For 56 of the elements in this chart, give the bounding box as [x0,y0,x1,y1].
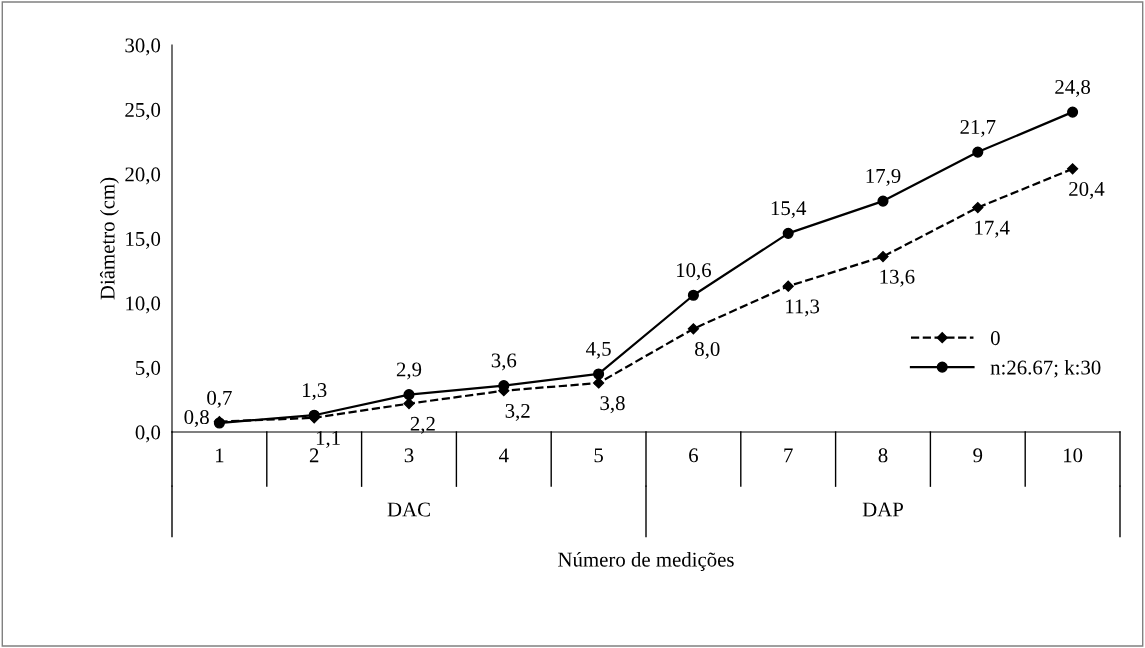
x-tick-label: 1 [216,448,224,463]
y-tick-label: 15,0 [126,231,161,249]
data-label: 10,6 [677,263,712,281]
point [782,227,794,239]
y-tick-label: 30,0 [125,38,161,56]
text: DAC [387,502,430,517]
text: DAP [862,502,903,517]
y-tick-label: 20,0 [125,167,161,185]
data-label: 3,2 [505,403,530,421]
point [782,280,794,292]
data-label: 2,9 [396,362,422,380]
y-tick-label: 25,0 [125,102,161,120]
point [687,323,700,335]
x-tick-label: 6 [689,448,698,463]
x-tick-label: 4 [499,448,509,463]
legend-label: n:26.67; k:30 [990,359,1101,378]
data-label: 2,2 [410,416,435,434]
data-label: 8,0 [695,341,720,359]
data-label: 24,8 [1055,79,1091,97]
data-label: 4,5 [585,341,611,359]
x-tick-label: 3 [404,448,414,463]
data-label: 3,6 [491,353,517,371]
data-label: 15,4 [771,201,807,219]
y-tick-label: 10,0 [126,296,161,314]
point [593,368,605,380]
data-label: 1,3 [303,383,327,401]
x-tick-label: 7 [784,448,793,463]
x-tick-label: 5 [594,448,603,463]
x-tick-label: 8 [878,448,888,463]
point [403,398,415,410]
y-tick-label: 0,0 [135,425,161,443]
legend-label: 0 [990,331,1000,346]
data-label: 3,8 [600,396,625,414]
y-axis-title: Diâmetro (cm) [99,177,119,300]
data-label: 11,3 [786,299,820,317]
point [877,195,889,207]
data-label: 20,4 [1069,181,1105,199]
data-label: 0,7 [207,390,232,408]
point [1066,163,1079,175]
data-label: 1,1 [316,431,340,448]
point [1067,106,1079,118]
data-label: 0,8 [184,410,209,428]
data-label: 17,4 [975,220,1010,238]
point [877,250,889,263]
point [972,201,984,214]
data-label: 13,6 [880,269,915,287]
point [972,146,984,158]
point [687,289,699,301]
data-label: 17,9 [866,168,901,186]
x-axis-title: Número de medições [558,551,734,571]
y-tick-label: 5,0 [136,360,161,378]
data-label: 21,7 [960,119,996,137]
x-tick-label: 9 [973,448,983,463]
x-tick-label: 2 [309,448,319,463]
point [403,389,415,401]
x-tick-label: 10 [1064,448,1083,463]
